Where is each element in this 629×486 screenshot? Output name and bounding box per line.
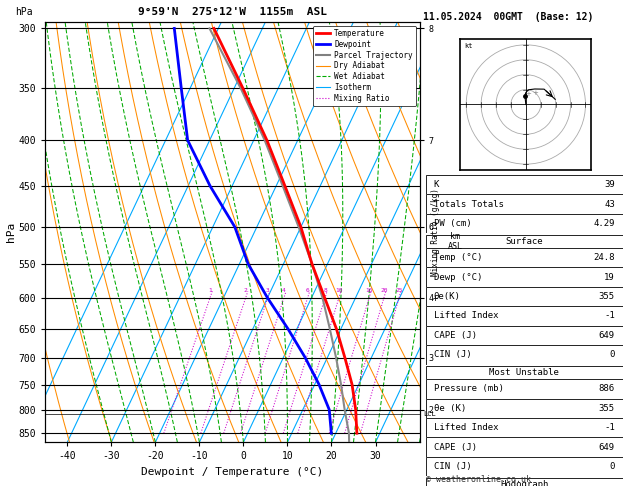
Y-axis label: hPa: hPa (6, 222, 16, 242)
Text: 6: 6 (306, 288, 309, 293)
Text: Mixing Ratio (g/kg): Mixing Ratio (g/kg) (431, 188, 440, 276)
Text: CAPE (J): CAPE (J) (434, 331, 477, 340)
Text: 11.05.2024  00GMT  (Base: 12): 11.05.2024 00GMT (Base: 12) (423, 12, 593, 22)
Text: Pressure (mb): Pressure (mb) (434, 384, 504, 393)
Text: 649: 649 (599, 331, 615, 340)
Text: +: + (525, 91, 532, 97)
Text: Lifted Index: Lifted Index (434, 312, 498, 320)
Text: -1: -1 (604, 312, 615, 320)
Text: CIN (J): CIN (J) (434, 462, 471, 471)
Text: 355: 355 (599, 292, 615, 301)
Text: 43: 43 (604, 200, 615, 208)
Text: 9°59'N  275°12'W  1155m  ASL: 9°59'N 275°12'W 1155m ASL (138, 7, 327, 17)
Text: 2: 2 (244, 288, 248, 293)
Text: CAPE (J): CAPE (J) (434, 443, 477, 451)
Y-axis label: km
ASL: km ASL (448, 232, 463, 251)
Text: 4: 4 (282, 288, 286, 293)
Text: 3: 3 (266, 288, 270, 293)
Text: 8: 8 (323, 288, 327, 293)
Legend: Temperature, Dewpoint, Parcel Trajectory, Dry Adiabat, Wet Adiabat, Isotherm, Mi: Temperature, Dewpoint, Parcel Trajectory… (313, 26, 416, 106)
Text: Hodograph: Hodograph (500, 480, 548, 486)
Text: 649: 649 (599, 443, 615, 451)
Text: Surface: Surface (506, 237, 543, 246)
Text: θe (K): θe (K) (434, 404, 466, 413)
Text: 10: 10 (335, 288, 343, 293)
Text: Most Unstable: Most Unstable (489, 368, 559, 377)
Text: 20: 20 (380, 288, 387, 293)
Text: kt: kt (465, 43, 473, 49)
Text: CIN (J): CIN (J) (434, 350, 471, 359)
X-axis label: Dewpoint / Temperature (°C): Dewpoint / Temperature (°C) (142, 467, 323, 477)
Text: Temp (°C): Temp (°C) (434, 253, 482, 262)
Text: -1: -1 (604, 423, 615, 432)
Text: K: K (434, 180, 439, 189)
Text: 0: 0 (610, 350, 615, 359)
Text: 16: 16 (365, 288, 373, 293)
Text: 39: 39 (604, 180, 615, 189)
Text: Lifted Index: Lifted Index (434, 423, 498, 432)
Text: LCL: LCL (423, 411, 436, 417)
Text: hPa: hPa (15, 7, 33, 17)
Text: Dewp (°C): Dewp (°C) (434, 273, 482, 281)
Text: 19: 19 (604, 273, 615, 281)
Text: 355: 355 (599, 404, 615, 413)
Text: 4.29: 4.29 (593, 219, 615, 228)
Text: 886: 886 (599, 384, 615, 393)
Text: +: + (532, 90, 538, 96)
Text: PW (cm): PW (cm) (434, 219, 471, 228)
Text: 1: 1 (208, 288, 212, 293)
Text: Totals Totals: Totals Totals (434, 200, 504, 208)
Text: 0: 0 (610, 462, 615, 471)
Text: © weatheronline.co.uk: © weatheronline.co.uk (426, 474, 531, 484)
Text: 25: 25 (395, 288, 403, 293)
Text: 24.8: 24.8 (593, 253, 615, 262)
Text: θe(K): θe(K) (434, 292, 460, 301)
